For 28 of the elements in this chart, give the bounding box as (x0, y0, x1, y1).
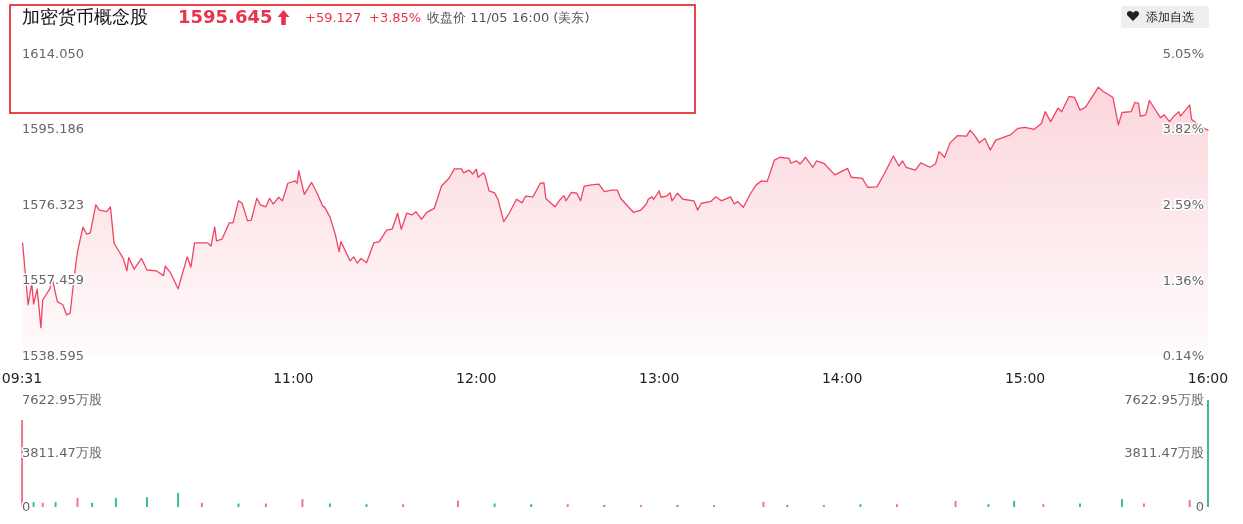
y-tick-label: 1614.050 (22, 45, 85, 61)
x-tick-label: 11:00 (273, 370, 314, 386)
y2-tick-label: 1.36% (1162, 272, 1204, 288)
x-tick-label: 16:00 (1187, 370, 1229, 386)
x-tick-label: 09:31 (1, 370, 43, 386)
x-tick-label: 14:00 (821, 370, 863, 386)
y-tick-label: 7622.95万股 (22, 391, 102, 407)
y2-tick-label: 7622.95万股 (1124, 391, 1204, 407)
x-tick-label: 15:00 (1004, 370, 1046, 386)
y-tick-label: 1576.323 (22, 196, 85, 212)
y-tick-label: 1595.186 (22, 121, 85, 137)
y2-tick-label: 3811.47万股 (1124, 445, 1204, 460)
x-tick-label: 12:00 (456, 370, 497, 386)
text: 收盘价 11/05 16:00 (美东) (427, 9, 590, 25)
y2-tick-label: 0 (1195, 498, 1204, 514)
y-tick-label: 3811.47万股 (22, 445, 102, 460)
chart-title: 加密货币概念股 (22, 6, 148, 27)
text: 添加自选 (1146, 9, 1194, 24)
y-tick-label: 0 (22, 498, 31, 514)
y2-tick-label: 5.05% (1162, 45, 1204, 61)
text: 1595.645 (178, 6, 273, 27)
text: +3.85% (369, 9, 422, 25)
y-tick-label: 1538.595 (22, 347, 85, 363)
y2-tick-label: 3.82% (1162, 121, 1204, 137)
x-tick-label: 13:00 (639, 370, 680, 386)
text: +59.127 (305, 9, 362, 25)
y2-tick-label: 2.59% (1162, 196, 1204, 212)
y2-tick-label: 0.14% (1162, 347, 1204, 363)
